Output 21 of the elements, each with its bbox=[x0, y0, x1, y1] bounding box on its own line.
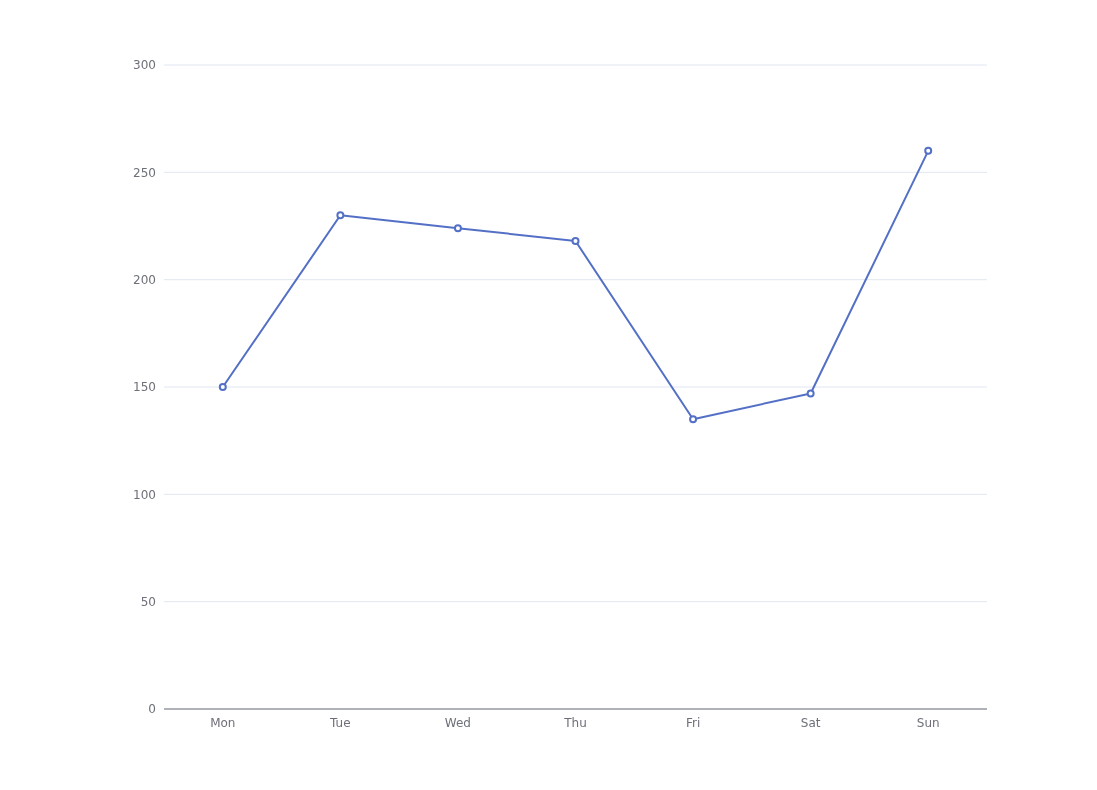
point bbox=[571, 237, 580, 246]
point bbox=[218, 383, 227, 391]
x-tick-label: Mon bbox=[210, 716, 236, 730]
point bbox=[453, 224, 462, 233]
y-tick-label: 300 bbox=[133, 58, 156, 73]
y-tick-label: 200 bbox=[133, 272, 156, 287]
y-tick-label: 50 bbox=[140, 594, 156, 609]
x-tick-label: Thu bbox=[563, 716, 587, 730]
x-tick-label: Sun bbox=[916, 716, 940, 730]
x-tick-label: Sat bbox=[800, 716, 821, 730]
y-tick-label: 100 bbox=[133, 487, 156, 502]
point bbox=[336, 211, 345, 220]
x-tick-label: Tue bbox=[329, 716, 351, 730]
y-tick-label: 0 bbox=[148, 702, 156, 717]
y-tick-label: 150 bbox=[133, 380, 156, 395]
x-tick-label: Wed bbox=[444, 716, 472, 730]
point bbox=[689, 415, 698, 424]
point bbox=[924, 146, 933, 155]
y-tick-label: 250 bbox=[133, 165, 156, 180]
point bbox=[806, 389, 815, 398]
x-tick-label: Fri bbox=[685, 716, 701, 730]
